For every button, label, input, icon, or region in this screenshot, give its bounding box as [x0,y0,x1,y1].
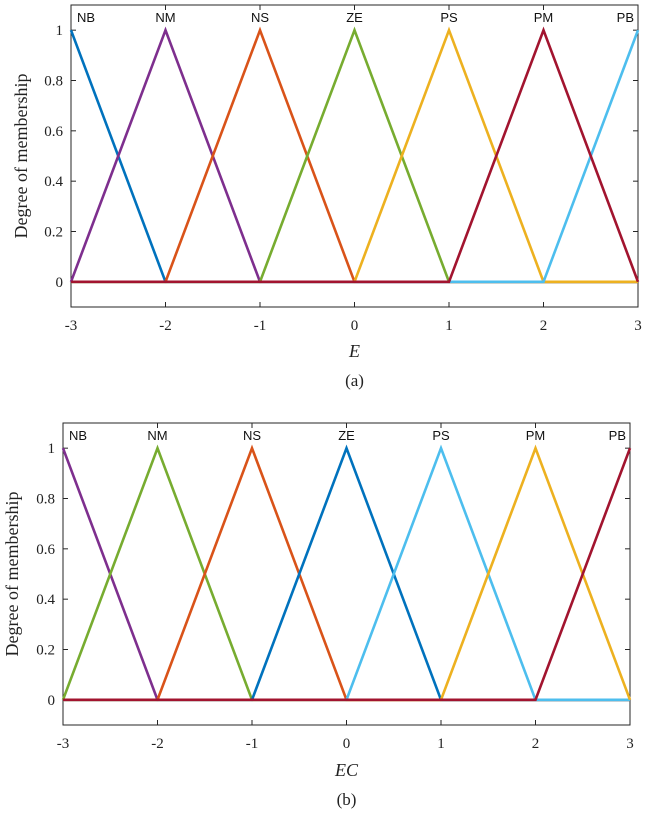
series-line-nm [61,444,630,702]
mf-label-nm: NM [147,428,167,443]
mf-label-ps: PS [440,10,458,25]
y-tick-label: 0.4 [36,592,55,608]
mf-label-ns: NS [243,428,261,443]
series-line-nm [69,26,638,284]
x-tick-label: 3 [626,736,634,752]
y-tick-label: 0.6 [44,124,63,140]
y-axis-title: Degree of membership [11,74,31,239]
mf-label-ps: PS [432,428,450,443]
mf-label-nm: NM [155,10,175,25]
x-tick-label: 1 [437,736,445,752]
y-tick-label: 0.6 [36,542,55,558]
chart-panel-b: -3 -2 -1 0 1 2 3 0 0.2 0.4 0.6 0.8 1 NB NM NS ZE PS PM PB EC… [2,422,634,809]
mf-label-pm: PM [526,428,546,443]
series-line-ps [63,444,630,702]
x-tick-label: 0 [343,736,351,752]
series-line-pb [71,29,640,284]
mf-label-nb: NB [69,428,87,443]
y-tick-label: 0.8 [36,492,55,508]
y-tick-label: 0.4 [44,174,63,190]
mf-label-pb: PB [617,10,634,25]
x-axis-title: EC [334,760,359,780]
x-tick-label: 0 [351,318,359,334]
y-axis-title: Degree of membership [2,492,22,657]
y-tick-label: 1 [48,441,56,457]
plot-frame [62,422,631,726]
y-tick-label: 0.2 [36,643,55,659]
x-tick-label: 2 [540,318,548,334]
series-line-ns [71,26,638,284]
x-tick-label: 2 [532,736,540,752]
y-tick-label: 0 [56,275,64,291]
series-line-nb [61,447,630,702]
plot-frame [70,4,639,308]
panel-caption: (a) [345,371,364,390]
x-tick-label: -3 [57,736,70,752]
x-tick-label: 3 [634,318,642,334]
series-line-pm [63,444,632,702]
y-tick-label: 0.2 [44,225,63,241]
mf-label-nb: NB [77,10,95,25]
x-tick-label: -1 [254,318,267,334]
mf-label-pm: PM [534,10,554,25]
series-line-pb [63,447,632,702]
y-tick-label: 0.8 [44,74,63,90]
y-tick-label: 1 [56,23,64,39]
x-tick-label: -3 [65,318,78,334]
panel-caption: (b) [337,790,357,809]
series-line-pm [71,26,640,284]
series-line-ns [63,444,630,702]
x-tick-label: -1 [246,736,259,752]
series-line-ps [71,26,638,284]
x-tick-label: 1 [445,318,453,334]
x-axis-title: E [348,341,360,361]
mf-label-ns: NS [251,10,269,25]
mf-label-ze: ZE [346,10,363,25]
series-line-ze [63,444,630,702]
series-line-nb [69,29,638,284]
x-tick-label: -2 [159,318,172,334]
series-line-ze [71,26,638,284]
mf-label-pb: PB [609,428,626,443]
chart-panel-a: -3 -2 -1 0 1 2 3 0 0.2 0.4 0.6 0.8 1 NB NM NS ZE PS PB PM E D… [11,4,642,390]
mf-label-ze: ZE [338,428,355,443]
y-tick-label: 0 [48,693,56,709]
x-tick-label: -2 [151,736,164,752]
